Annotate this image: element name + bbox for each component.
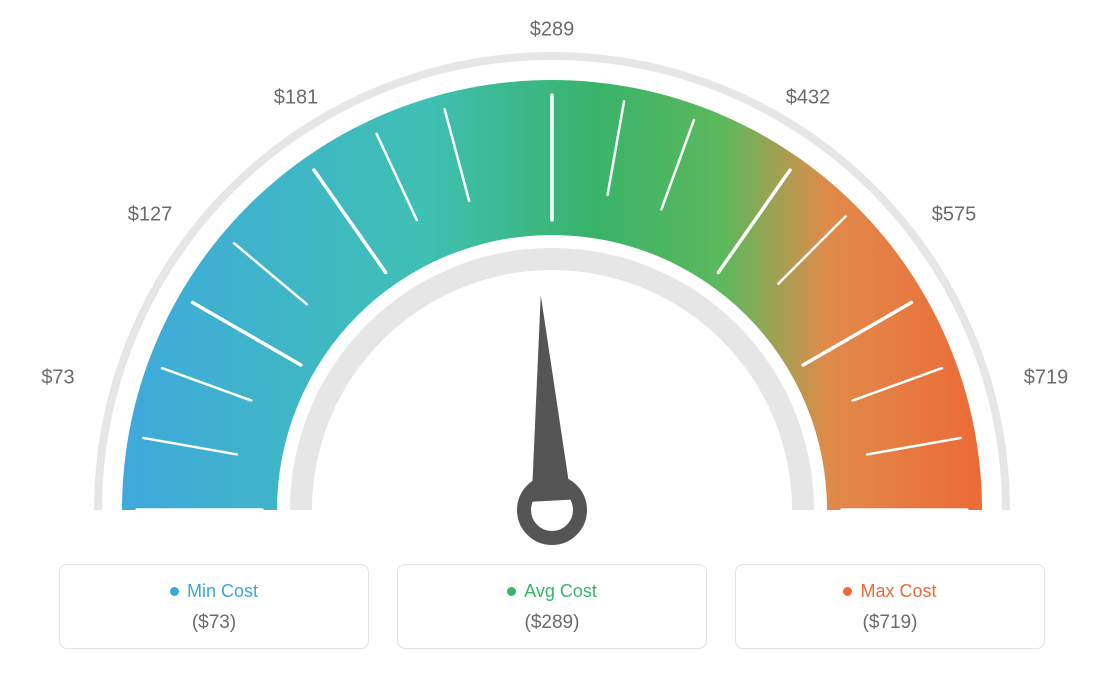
legend-title-text: Max Cost: [860, 581, 936, 602]
gauge-tick-label: $181: [274, 87, 319, 110]
gauge-tick-label: $289: [530, 19, 575, 42]
gauge-tick-label: $127: [128, 204, 173, 227]
dot-icon: [843, 587, 852, 596]
legend-card-avg: Avg Cost ($289): [397, 564, 707, 649]
legend-title-avg: Avg Cost: [507, 581, 597, 602]
legend-value-avg: ($289): [410, 612, 694, 634]
dot-icon: [170, 587, 179, 596]
legend-title-max: Max Cost: [843, 581, 936, 602]
legend-title-text: Avg Cost: [524, 581, 597, 602]
gauge-svg: [0, 0, 1104, 560]
dot-icon: [507, 587, 516, 596]
gauge-tick-label: $73: [41, 367, 74, 390]
legend-card-min: Min Cost ($73): [59, 564, 369, 649]
legend: Min Cost ($73) Avg Cost ($289) Max Cost …: [0, 564, 1104, 649]
legend-card-max: Max Cost ($719): [735, 564, 1045, 649]
legend-value-max: ($719): [748, 612, 1032, 634]
gauge-tick-label: $575: [932, 204, 977, 227]
cost-gauge: $73 $127 $181 $289 $432 $575 $719: [0, 0, 1104, 560]
gauge-tick-label: $719: [1024, 367, 1069, 390]
legend-value-min: ($73): [72, 612, 356, 634]
legend-title-min: Min Cost: [170, 581, 258, 602]
gauge-tick-label: $432: [786, 87, 831, 110]
legend-title-text: Min Cost: [187, 581, 258, 602]
